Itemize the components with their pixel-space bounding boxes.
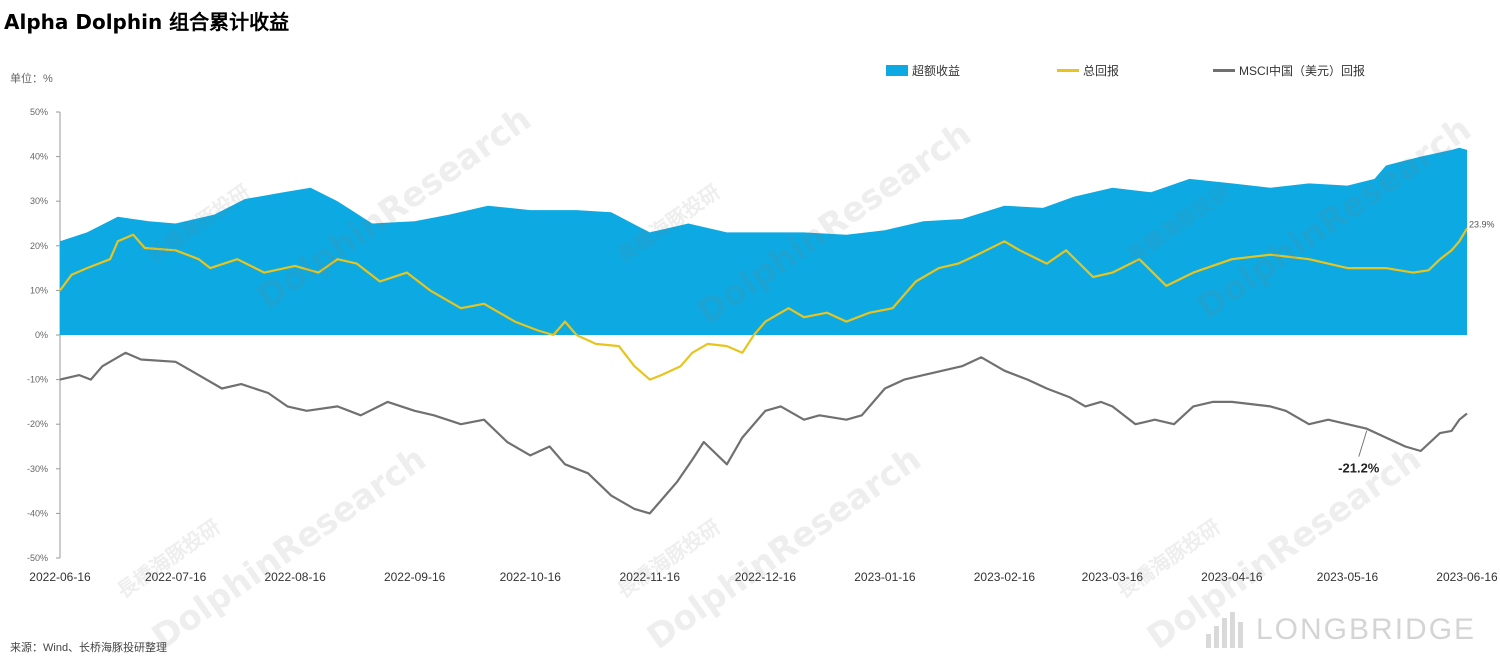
legend-item-total: 总回报 — [1057, 62, 1119, 79]
legend-item-msci: MSCI中国（美元）回报 — [1213, 62, 1365, 79]
x-tick-label: 2023-02-16 — [974, 570, 1036, 584]
longbridge-logo: LONGBRIDGE — [1206, 612, 1476, 648]
legend-swatch-msci — [1213, 69, 1235, 72]
total-return-end-label: 23.9% — [1469, 219, 1495, 229]
x-tick-label: 2022-09-16 — [384, 570, 446, 584]
legend-label-excess: 超额收益 — [912, 64, 961, 78]
series-area-excess — [60, 147, 1467, 335]
y-tick-label: 30% — [30, 196, 48, 206]
msci-callout-label: -21.2% — [1338, 461, 1380, 476]
y-tick-label: -30% — [27, 464, 48, 474]
legend-swatch-total — [1057, 69, 1079, 72]
x-tick-label: 2023-04-16 — [1201, 570, 1263, 584]
chart-legend: 超额收益 总回报 MSCI中国（美元）回报 — [0, 62, 1500, 82]
msci-callout-leader — [1358, 430, 1368, 457]
legend-label-msci: MSCI中国（美元）回报 — [1239, 64, 1366, 78]
logo-text: LONGBRIDGE — [1256, 613, 1477, 646]
x-tick-label: 2022-08-16 — [264, 570, 326, 584]
series-line-msci — [59, 351, 1468, 515]
legend-item-excess: 超额收益 — [886, 62, 960, 79]
y-tick-label: 20% — [30, 241, 48, 251]
source-note: 来源：Wind、长桥海豚投研整理 — [10, 642, 168, 654]
y-tick-label: 40% — [30, 152, 48, 162]
y-unit-label: 单位：% — [10, 73, 53, 85]
series-line-total — [59, 227, 1468, 381]
x-tick-label: 2023-03-16 — [1082, 570, 1144, 584]
y-tick-label: 50% — [30, 107, 48, 117]
legend-swatch-excess — [886, 65, 908, 76]
x-tick-label: 2023-05-16 — [1317, 570, 1379, 584]
y-tick-label: 10% — [30, 285, 48, 295]
logo-bars-icon — [1206, 612, 1246, 648]
y-tick-label: 0% — [35, 330, 48, 340]
x-tick-label: 2022-11-16 — [620, 570, 681, 584]
y-tick-label: -40% — [27, 508, 48, 518]
legend-label-total: 总回报 — [1083, 64, 1120, 78]
x-tick-label: 2022-12-16 — [735, 570, 797, 584]
y-tick-label: -10% — [27, 375, 48, 385]
x-tick-label: 2022-10-16 — [500, 570, 562, 584]
y-tick-label: -20% — [27, 419, 48, 429]
y-tick-label: -50% — [27, 553, 48, 563]
x-tick-label: 2022-06-16 — [29, 570, 91, 584]
x-tick-label: 2023-01-16 — [854, 570, 916, 584]
x-tick-label: 2022-07-16 — [145, 570, 207, 584]
x-tick-label: 2023-06-16 — [1436, 570, 1498, 584]
chart-title: Alpha Dolphin 组合累计收益 — [4, 10, 290, 34]
